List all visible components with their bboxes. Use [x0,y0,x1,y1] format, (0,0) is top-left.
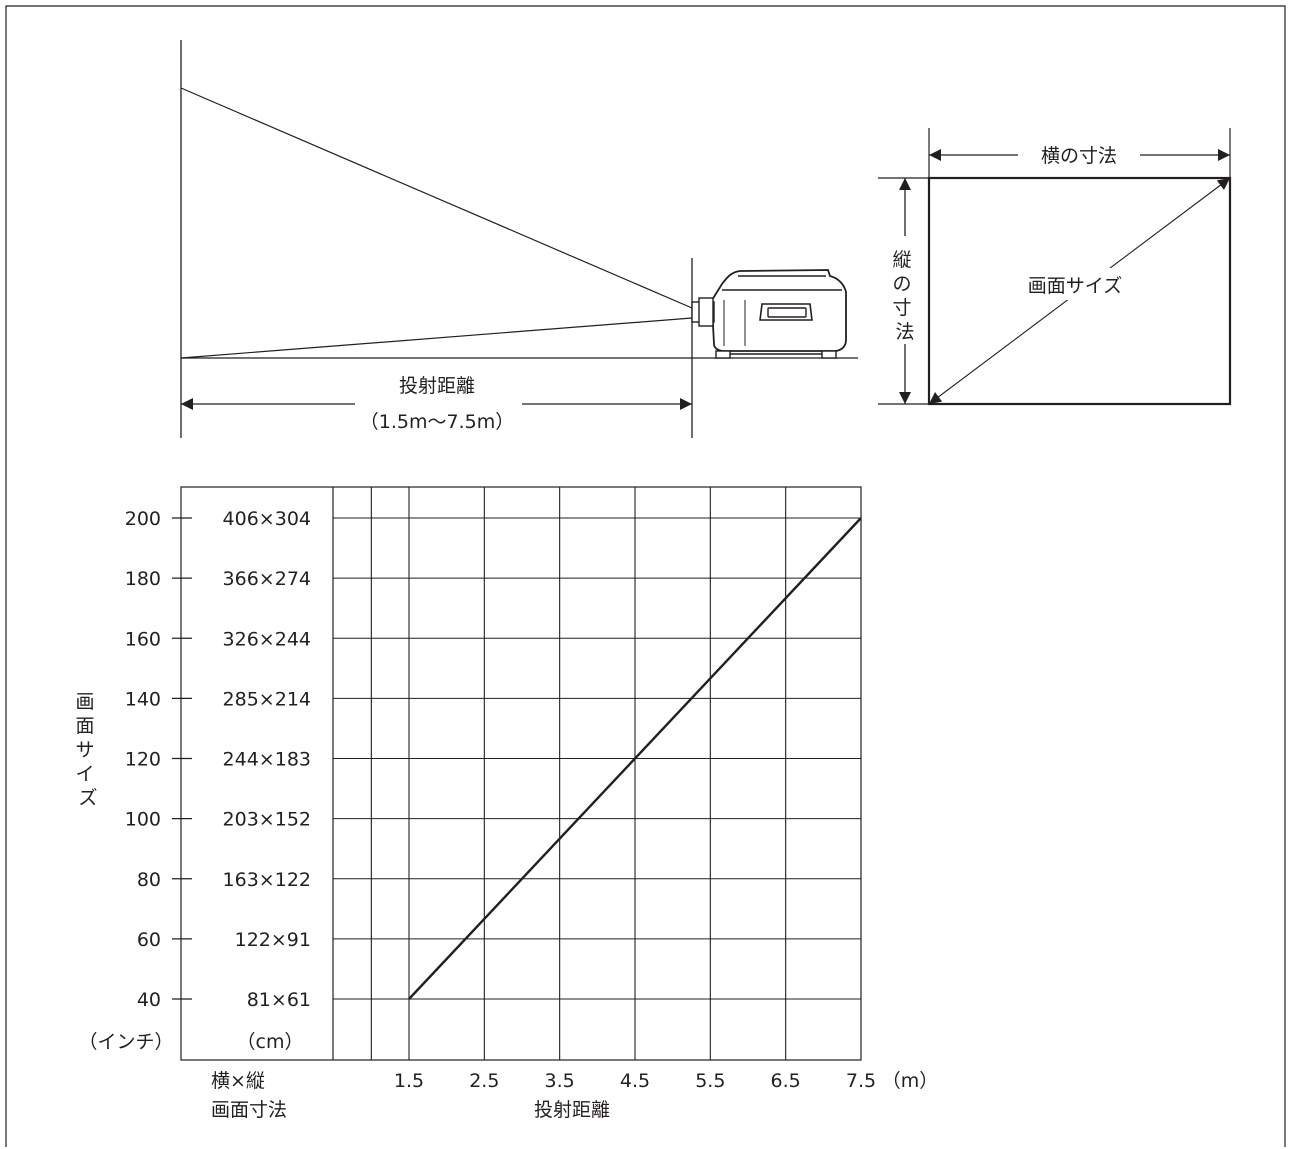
y-tick-label: 200 [125,508,161,530]
screen-width-label: 横の寸法 [1041,145,1117,167]
dims-unit-label: （cm） [237,1031,304,1053]
horizontal-gridlines [333,517,861,1000]
y-tick-label: 100 [125,809,161,831]
x-tick-label: 3.5 [545,1070,575,1092]
screen-size-diagram: 横の寸法 縦 の 寸 法 画面サイズ [878,128,1232,406]
y-tick-marks [172,517,192,1000]
dimension-label: 122×91 [235,929,311,951]
x-axis-title: 投射距離 [534,1099,610,1121]
dimension-label: 326×244 [223,628,311,650]
x-tick-label: 4.5 [620,1070,650,1092]
series-layer [408,517,862,1000]
page-border [5,5,1286,1147]
y-tick-label: 80 [137,869,161,891]
dimension-label: 244×183 [223,749,311,771]
dimension-label: 366×274 [223,568,311,590]
y-axis-title: 画 面 サ イ ズ [75,691,100,809]
x-tick-label: 1.5 [394,1070,424,1092]
dimension-label: 81×61 [247,989,311,1011]
throw-distance-label: 投射距離 [399,375,475,397]
dimension-label: 163×122 [223,869,311,891]
dimension-label: 406×304 [223,508,311,530]
dimension-labels: 406×304 366×274 326×244 285×214 244×183 203×1… [223,508,311,1011]
throw-distance-range: （1.5m〜7.5m） [360,411,514,433]
screen-size-label: 画面サイズ [1028,275,1122,297]
dims-label-line1: 横×縦 [211,1070,265,1092]
projection-diagram [180,40,858,438]
y-tick-label: 40 [137,989,161,1011]
series-line [408,517,862,1000]
y-unit-label: （インチ） [78,1031,173,1053]
x-tick-label: 5.5 [695,1070,725,1092]
x-unit-label: （m） [882,1070,939,1092]
throw-distance-dimension: 投射距離 （1.5m〜7.5m） [181,375,692,433]
vertical-gridlines [370,487,787,1060]
y-tick-label: 180 [125,568,161,590]
y-tick-label: 60 [137,929,161,951]
screen-height-label: 縦 の 寸 法 [892,249,917,343]
dimension-label: 285×214 [223,688,311,710]
y-tick-label: 140 [125,688,161,710]
beam-upper-edge [180,87,693,309]
x-tick-label: 6.5 [771,1070,801,1092]
dims-label-line2: 画面寸法 [211,1099,287,1121]
y-tick-label: 160 [125,628,161,650]
x-tick-label: 2.5 [469,1070,499,1092]
dimension-label: 203×152 [223,809,311,831]
y-tick-label: 120 [125,749,161,771]
y-tick-labels: 200 180 160 140 120 100 80 60 40 [125,508,161,1011]
throw-distance-chart: 200 180 160 140 120 100 80 60 40 406×304 366×274 3… [75,486,939,1121]
x-tick-labels: 1.5 2.5 3.5 4.5 5.5 6.5 7.5 [394,1070,876,1092]
chart-frame [180,486,862,1061]
beam-lower-edge [180,317,693,359]
projector-icon [691,269,847,359]
x-tick-label: 7.5 [846,1070,876,1092]
